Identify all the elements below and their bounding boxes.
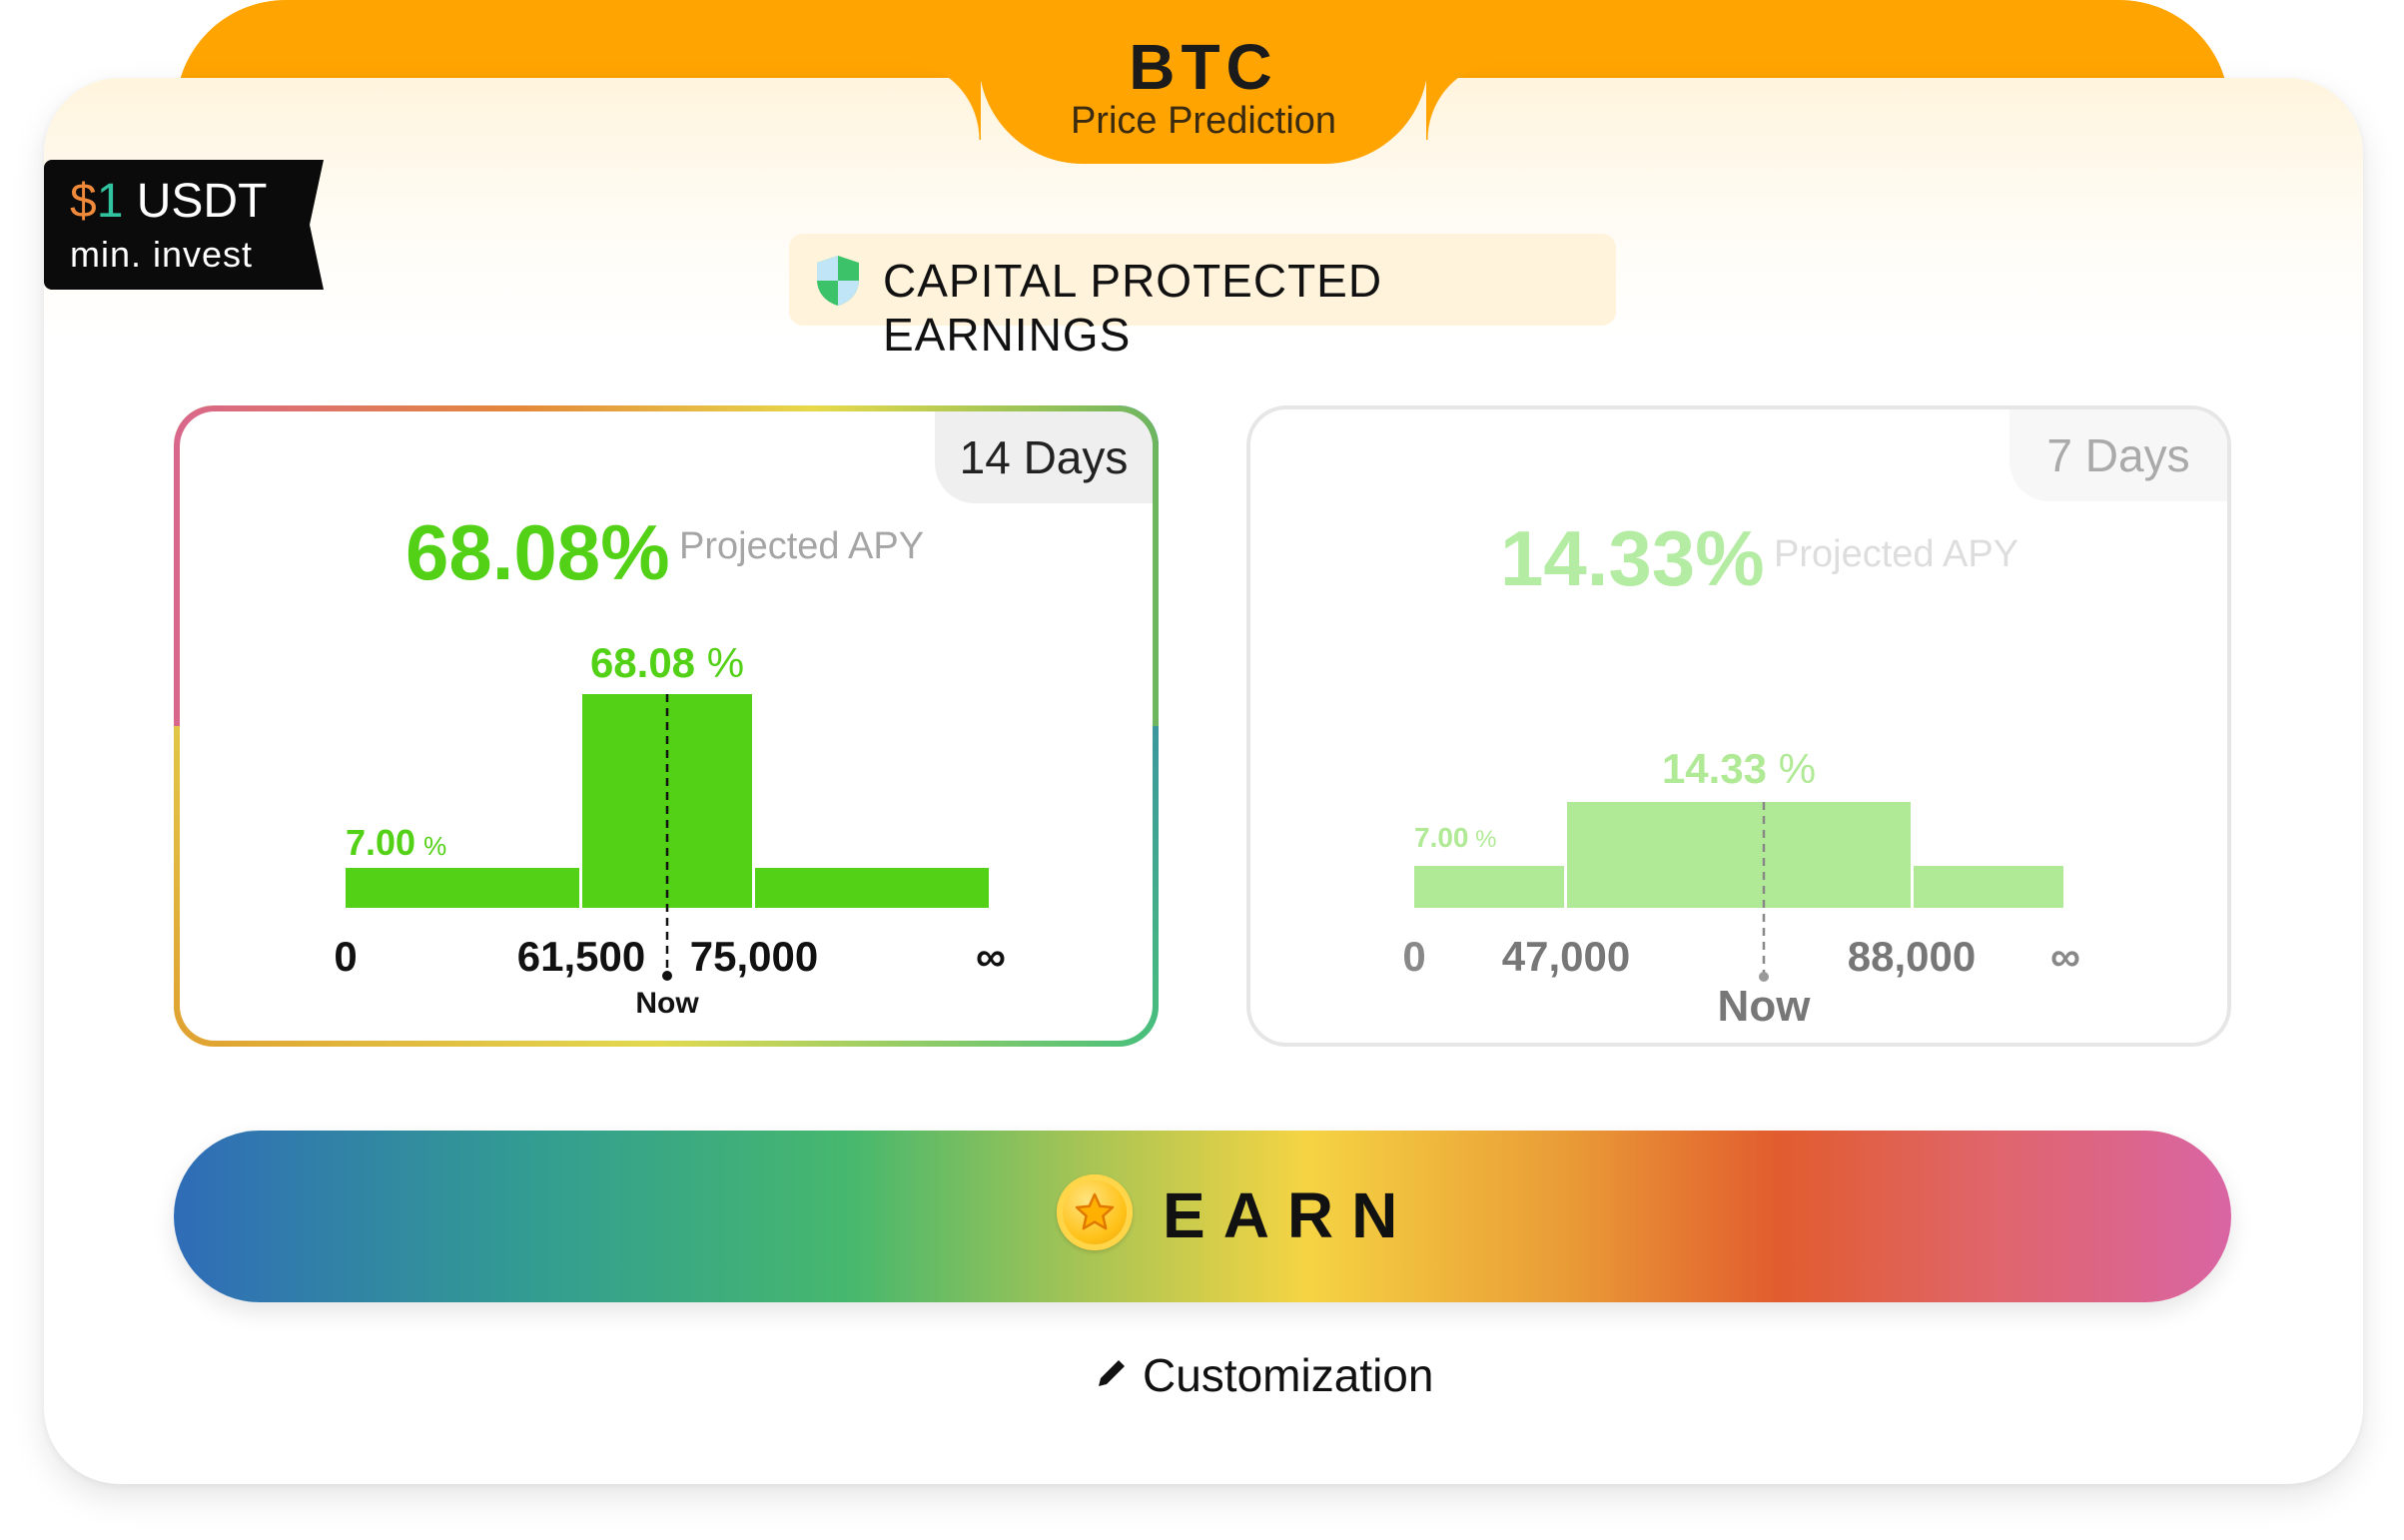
projected-apy-value: 68.08% [405,508,670,596]
bar-low-range [346,868,579,908]
tick-3: ∞ [976,933,1006,980]
apy-distribution-chart: 7.00 % 14.33 % 0 47,000 88,000 ∞ Now [1402,745,2080,1031]
min-invest-amount: $1 USDT [70,174,267,229]
amount-unit: USDT [136,175,268,228]
bar-target-label: 14.33 % [1662,745,1816,792]
now-label: Now [1718,982,1812,1031]
bar-target-range [1567,802,1911,908]
tick-2: 75,000 [690,933,818,980]
now-marker-dot [662,971,672,981]
min-invest-ribbon: $1 USDT min. invest [44,160,324,290]
projected-apy-label: Projected APY [1774,533,2019,575]
tick-2: 88,000 [1848,933,1976,980]
shield-icon [817,256,859,306]
currency-symbol: $ [70,175,97,228]
option-card-7-days[interactable]: 7 Days 14.33% Projected APY 7.00 % 14.33… [1246,405,2231,1047]
tick-3: ∞ [2050,933,2080,980]
duration-tag: 7 Days [2009,409,2227,501]
earn-button[interactable]: EARN [174,1131,2231,1302]
bar-target-label: 68.08 % [590,639,744,686]
earn-button-label: EARN [1163,1179,1416,1251]
tick-0: 0 [334,933,357,980]
tick-0: 0 [1402,933,1425,980]
tick-1: 47,000 [1502,933,1630,980]
now-label: Now [635,987,699,1020]
projected-apy-label: Projected APY [679,525,925,567]
capital-protected-label: CAPITAL PROTECTED EARNINGS [883,255,1383,361]
option-card-14-days[interactable]: 14 Days 68.08% Projected APY 7.00% 68.08… [174,405,1159,1047]
star-coin-icon [1057,1174,1133,1250]
bar-low-label: 7.00% [346,822,446,863]
asset-name: BTC [1129,31,1278,103]
bar-high-range [1914,866,2063,908]
product-subtitle: Price Prediction [1070,100,1337,142]
min-invest-label: min. invest [70,234,254,275]
projected-apy-value: 14.33% [1500,514,1765,602]
apy-distribution-chart: 7.00% 68.08 % 0 61,500 75,000 ∞ Now [334,639,1006,1020]
tick-1: 61,500 [517,933,645,980]
amount-value: 1 [96,175,124,228]
title-tab [901,60,1506,164]
now-marker-dot [1759,972,1769,982]
bar-high-range [755,868,989,908]
pencil-icon [1099,1360,1125,1386]
bar-low-range [1414,866,1564,908]
customization-label: Customization [1143,1349,1434,1401]
bar-low-label: 7.00 % [1414,822,1497,853]
duration-tag: 14 Days [935,411,1153,503]
capital-protected-badge: CAPITAL PROTECTED EARNINGS [789,234,1616,361]
